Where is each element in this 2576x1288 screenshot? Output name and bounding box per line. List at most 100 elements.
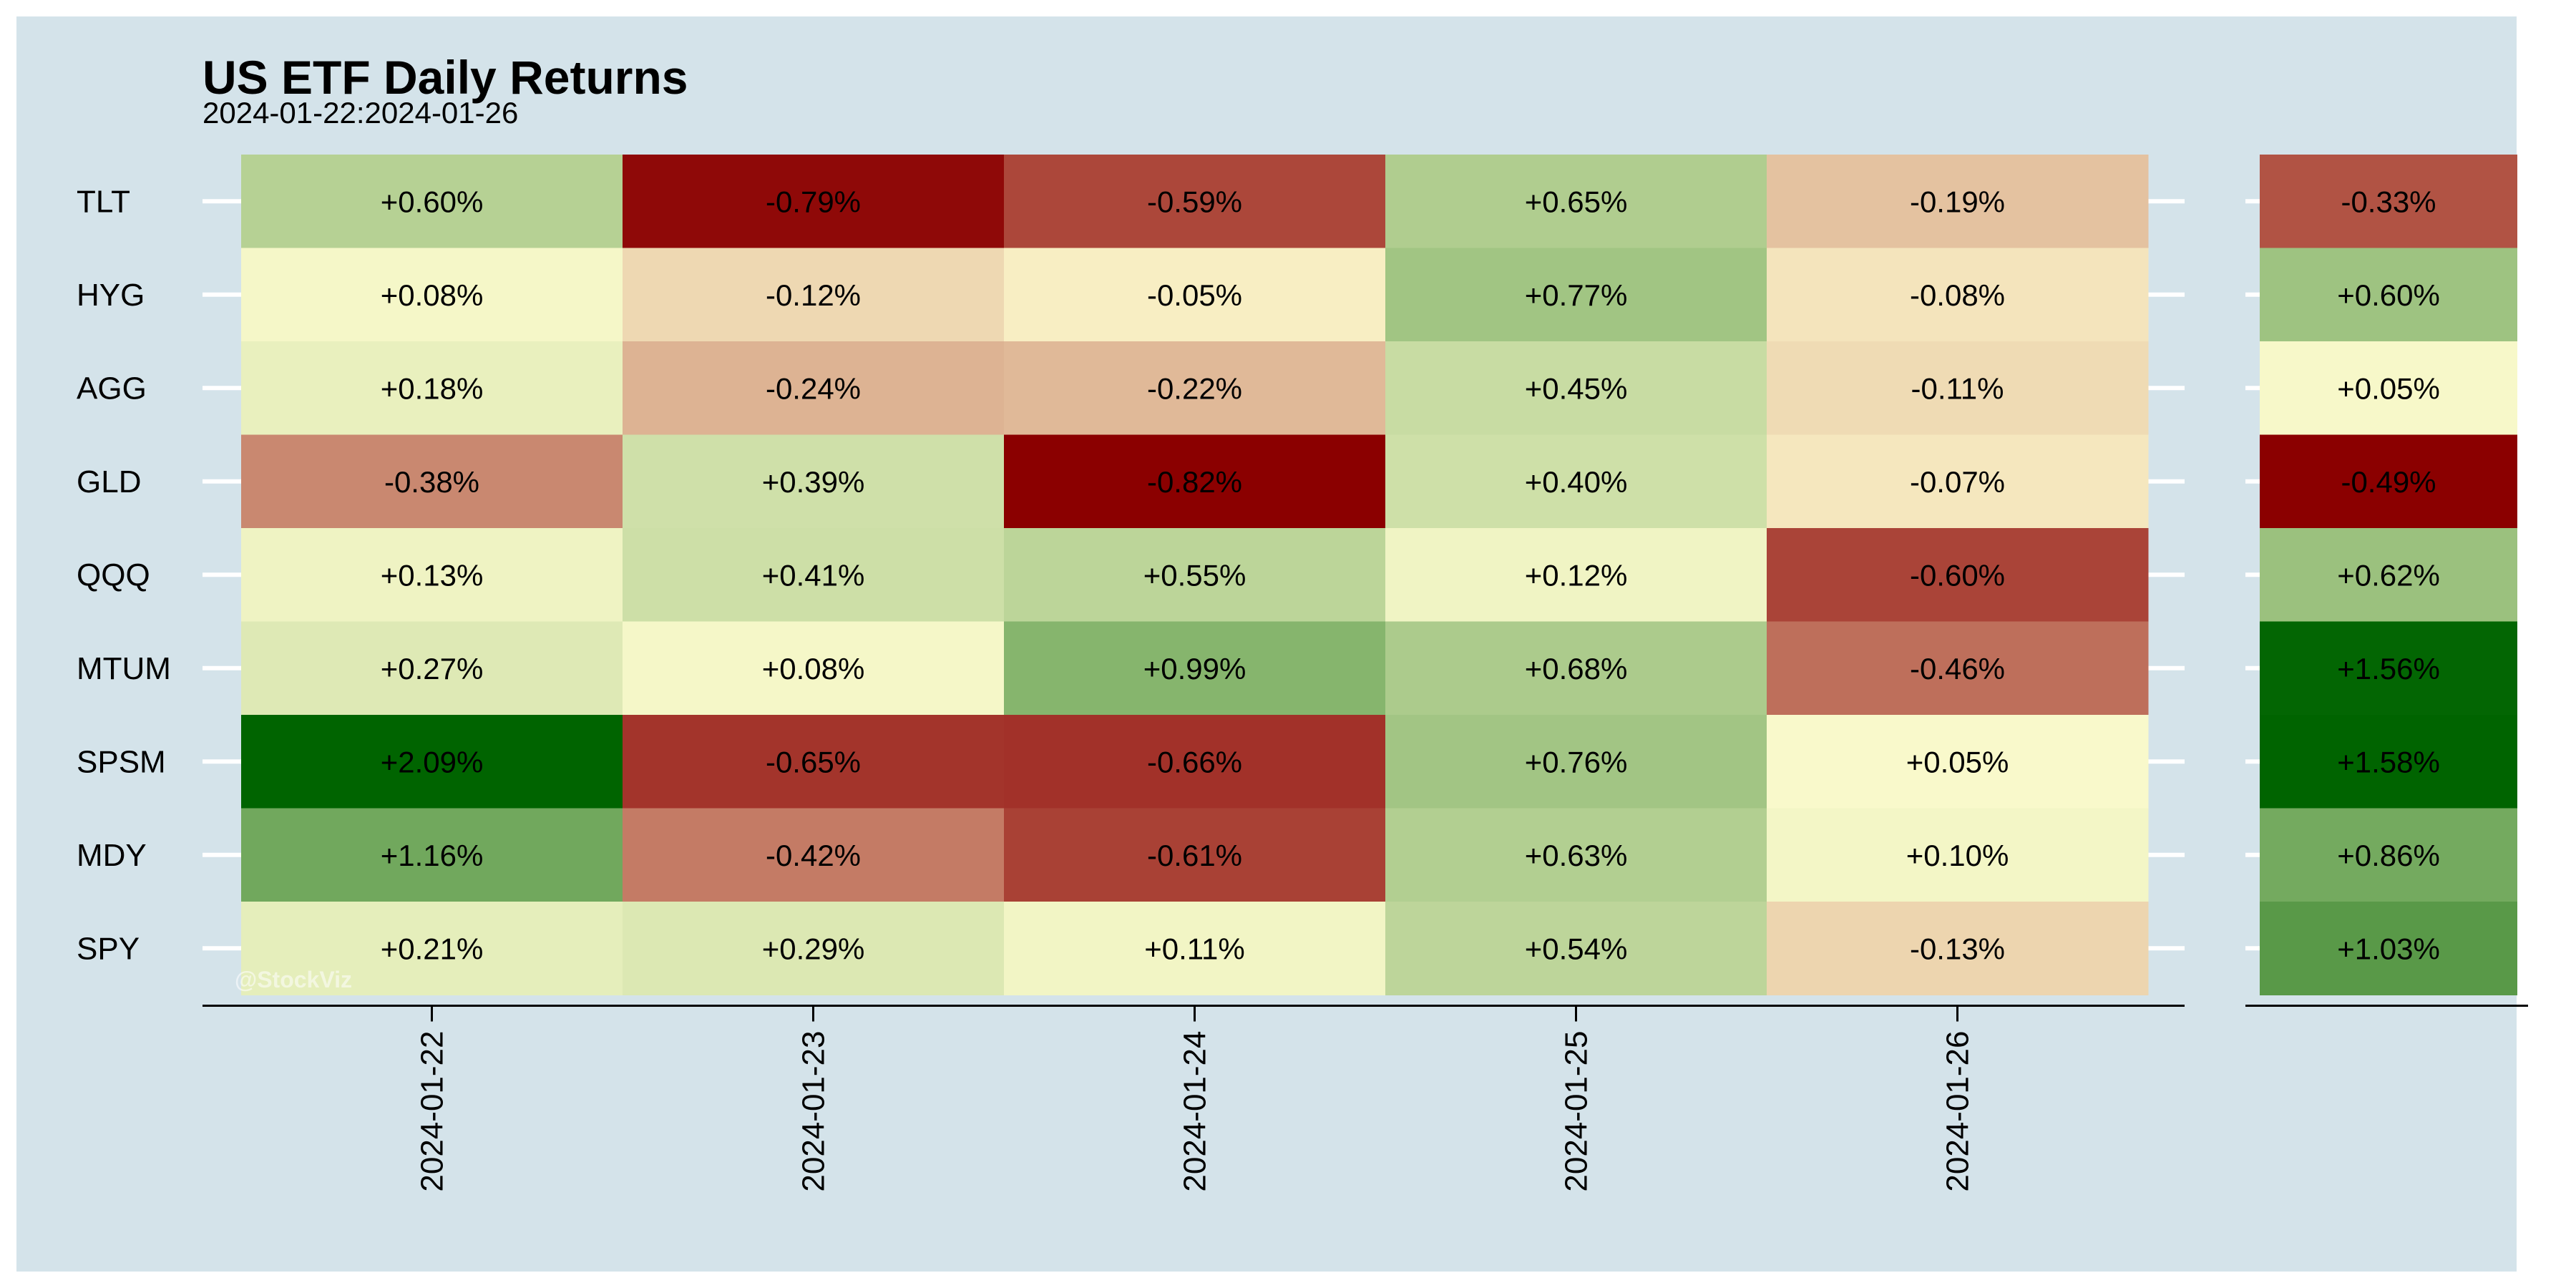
total-value-label: +1.03% xyxy=(2337,932,2440,965)
heatmap-cell xyxy=(1767,715,2149,809)
x-tick-label: 2024-01-25 xyxy=(1559,1031,1594,1192)
row-label: MDY xyxy=(77,838,147,873)
heatmap-cell xyxy=(1385,621,1767,716)
heatmap-cell xyxy=(241,621,623,716)
heatmap-cell xyxy=(1004,902,1386,995)
x-tick-label: 2024-01-22 xyxy=(415,1031,450,1192)
cell-value-label: +0.13% xyxy=(381,558,484,592)
total-value-label: -0.33% xyxy=(2341,185,2436,218)
cell-value-label: -0.22% xyxy=(1147,371,1242,405)
cell-value-label: -0.13% xyxy=(1910,932,2005,965)
total-cell xyxy=(2260,528,2517,622)
cell-value-label: -0.66% xyxy=(1147,745,1242,779)
watermark: @StockViz xyxy=(235,967,352,992)
heatmap-cell xyxy=(1385,808,1767,902)
cell-value-label: +1.16% xyxy=(381,839,484,872)
cell-value-label: -0.38% xyxy=(384,465,479,499)
heatmap-cell xyxy=(1004,808,1386,902)
heatmap-cell xyxy=(623,248,1005,342)
cell-value-label: -0.42% xyxy=(766,839,861,872)
heatmap-cell xyxy=(1385,248,1767,342)
heatmap-cell xyxy=(241,341,623,435)
cell-value-label: +0.29% xyxy=(762,932,865,965)
total-value-label: +1.56% xyxy=(2337,652,2440,686)
row-label: SPSM xyxy=(77,744,166,779)
total-value-label: +0.62% xyxy=(2337,558,2440,592)
total-cell xyxy=(2260,621,2517,716)
heatmap-cell xyxy=(241,434,623,529)
heatmap-cell xyxy=(241,528,623,622)
heatmap-cell xyxy=(623,715,1005,809)
cell-value-label: -0.65% xyxy=(766,745,861,779)
total-cell xyxy=(2260,248,2517,342)
heatmap-cell xyxy=(1385,902,1767,995)
heatmap-cell xyxy=(623,902,1005,995)
row-label: AGG xyxy=(77,371,147,406)
row-label: TLT xyxy=(77,184,130,219)
heatmap-cell xyxy=(623,528,1005,622)
total-cell xyxy=(2260,902,2517,995)
cell-value-label: +0.40% xyxy=(1525,465,1628,499)
cell-value-label: +0.55% xyxy=(1143,558,1246,592)
heatmap-cell xyxy=(241,808,623,902)
cell-value-label: +0.18% xyxy=(381,371,484,405)
cell-value-label: +0.11% xyxy=(1144,932,1245,965)
cell-value-label: +0.54% xyxy=(1525,932,1628,965)
row-label: GLD xyxy=(77,464,141,499)
cell-value-label: -0.05% xyxy=(1147,278,1242,312)
heatmap-cell xyxy=(1004,621,1386,716)
cell-value-label: +0.39% xyxy=(762,465,865,499)
cell-value-label: +0.77% xyxy=(1525,278,1628,312)
cell-value-label: -0.79% xyxy=(766,185,861,218)
cell-value-label: -0.59% xyxy=(1147,185,1242,218)
heatmap-cell xyxy=(623,434,1005,529)
x-tick-label: 2024-01-26 xyxy=(1941,1031,1976,1192)
row-label: QQQ xyxy=(77,557,150,592)
total-value-label: +1.58% xyxy=(2337,745,2440,779)
chart-subtitle: 2024-01-22:2024-01-26 xyxy=(203,96,519,130)
cell-value-label: -0.19% xyxy=(1910,185,2005,218)
total-value-label: +0.60% xyxy=(2337,278,2440,312)
cell-value-label: +0.21% xyxy=(381,932,484,965)
heatmap-cell xyxy=(1385,155,1767,248)
heatmap-cell xyxy=(1004,715,1386,809)
heatmap-cell xyxy=(1767,528,2149,622)
heatmap-cell xyxy=(241,155,623,248)
cell-value-label: -0.12% xyxy=(766,278,861,312)
heatmap-cell xyxy=(1004,248,1386,342)
cell-value-label: +0.08% xyxy=(381,278,484,312)
heatmap-cell xyxy=(1004,528,1386,622)
heatmap-cell xyxy=(1767,808,2149,902)
heatmap-cell xyxy=(241,902,623,995)
heatmap-cell xyxy=(1385,341,1767,435)
x-tick-label: 2024-01-23 xyxy=(796,1031,831,1192)
heatmap-cell xyxy=(241,248,623,342)
cell-value-label: +0.10% xyxy=(1906,839,2009,872)
heatmap-cell xyxy=(1767,155,2149,248)
cell-value-label: +0.12% xyxy=(1525,558,1628,592)
cell-value-label: -0.60% xyxy=(1910,558,2005,592)
heatmap-cell xyxy=(1004,341,1386,435)
cell-value-label: +0.68% xyxy=(1525,652,1628,686)
total-value-label: +0.86% xyxy=(2337,839,2440,872)
heatmap-cell xyxy=(1767,902,2149,995)
total-value-label: -0.49% xyxy=(2341,465,2436,499)
heatmap-cell xyxy=(623,621,1005,716)
cell-value-label: +0.08% xyxy=(762,652,865,686)
cell-value-label: +2.09% xyxy=(381,745,484,779)
cell-value-label: +0.65% xyxy=(1525,185,1628,218)
row-label: HYG xyxy=(77,278,145,313)
row-label: MTUM xyxy=(77,651,171,686)
cell-value-label: -0.61% xyxy=(1147,839,1242,872)
heatmap-cell xyxy=(1385,528,1767,622)
cell-value-label: -0.11% xyxy=(1911,371,2004,405)
cell-value-label: +0.05% xyxy=(1906,745,2009,779)
heatmap-cell xyxy=(623,155,1005,248)
heatmap-cell xyxy=(1004,434,1386,529)
chart-title: US ETF Daily Returns xyxy=(203,51,688,104)
heatmap-cell xyxy=(1767,341,2149,435)
cell-value-label: +0.27% xyxy=(381,652,484,686)
cell-value-label: -0.24% xyxy=(766,371,861,405)
cell-value-label: +0.63% xyxy=(1525,839,1628,872)
